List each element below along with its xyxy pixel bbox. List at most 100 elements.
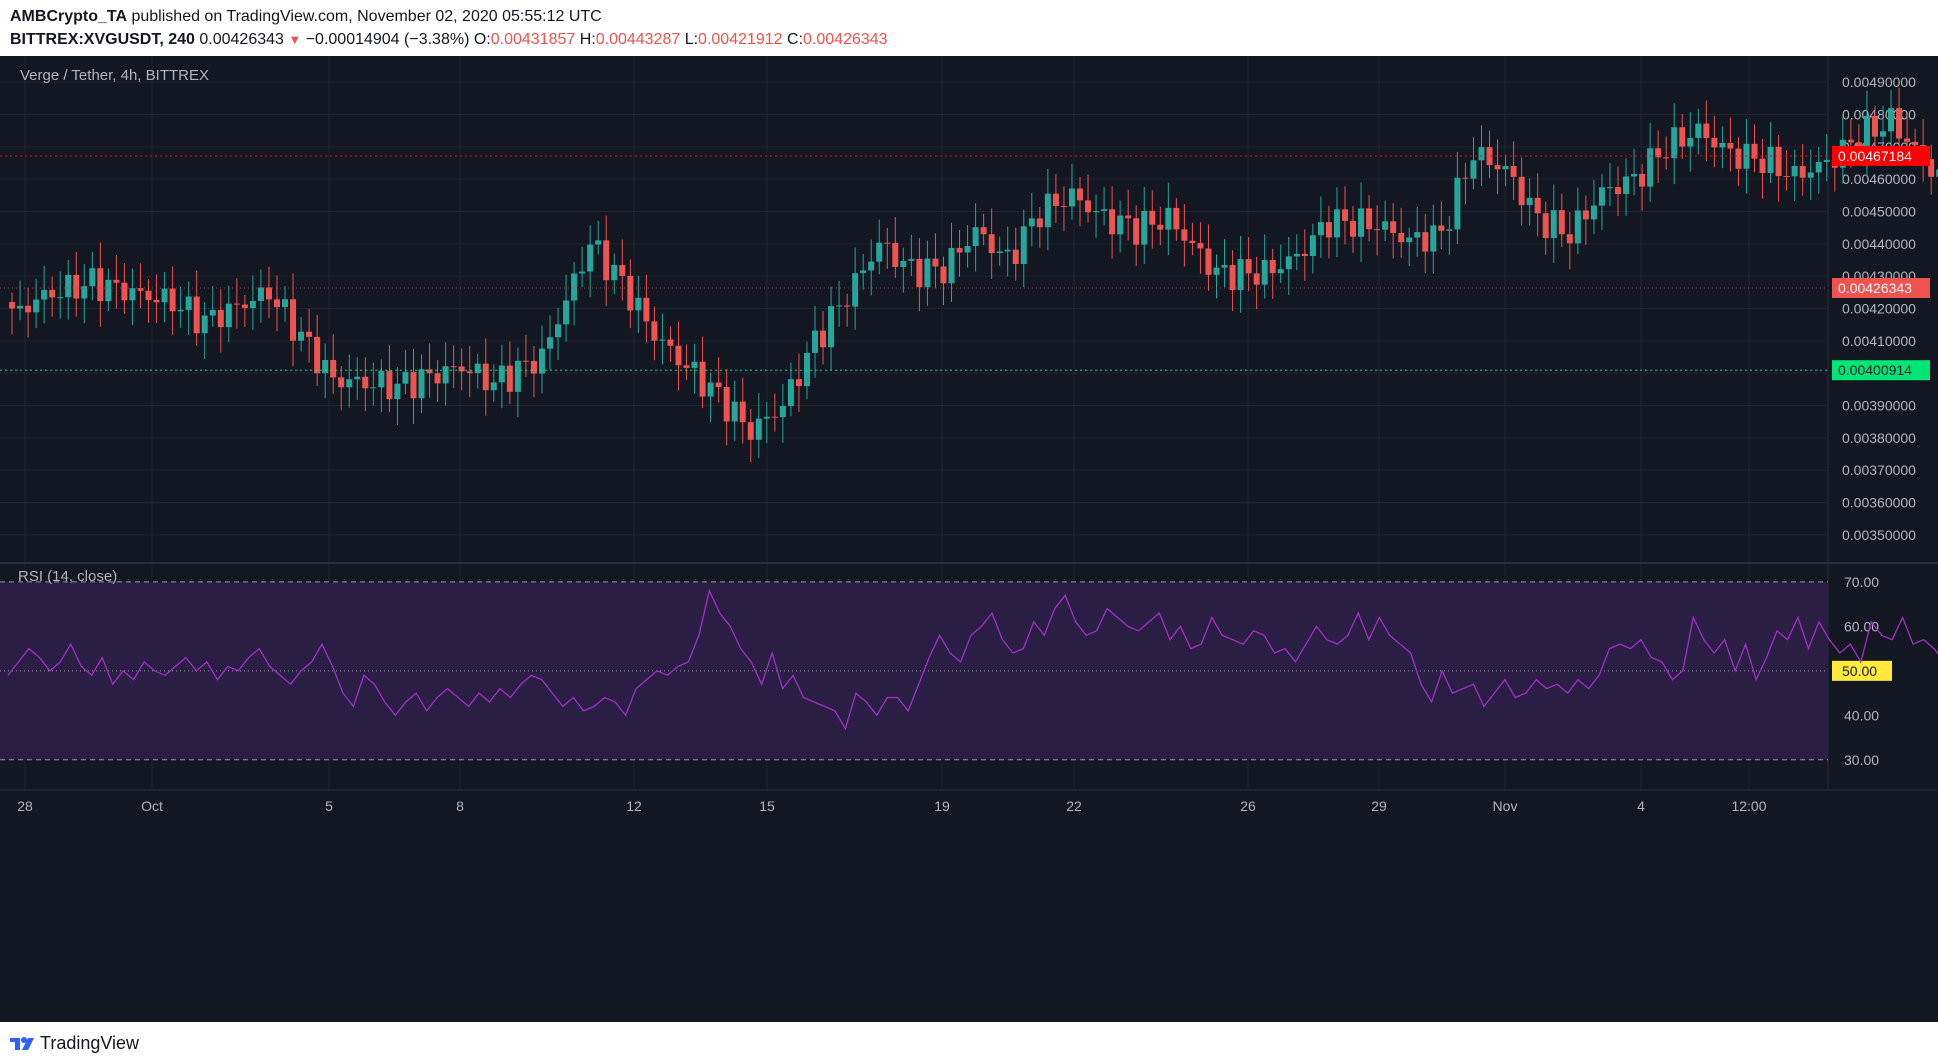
rsi-pane-title: RSI (14, close): [18, 568, 117, 585]
candle-body: [193, 296, 200, 334]
price-tick-label: 0.00350000: [1842, 527, 1916, 543]
candle-body: [362, 376, 369, 389]
candle-body: [418, 369, 425, 399]
candle-body: [1028, 218, 1035, 227]
candle-body: [1542, 213, 1549, 239]
rsi-tick-label: 40.00: [1844, 707, 1879, 723]
price-tick-label: 0.00360000: [1842, 495, 1916, 511]
candle-body: [217, 310, 224, 328]
candle-body: [330, 359, 337, 378]
candle-body: [771, 416, 778, 418]
candle-body: [1004, 249, 1011, 252]
candle-body: [1671, 127, 1678, 159]
last-price-tag: [1832, 277, 1930, 298]
candle-body: [225, 303, 232, 328]
candle-body: [1245, 259, 1252, 274]
candle-body: [145, 290, 152, 301]
candle-body: [1374, 229, 1381, 231]
candle-body: [530, 360, 537, 374]
candle-body: [1470, 160, 1477, 179]
price-tick-label: 0.00440000: [1842, 236, 1916, 252]
candle-body: [683, 365, 690, 368]
price-tick-label: 0.00460000: [1842, 171, 1916, 187]
candle-body: [563, 300, 570, 325]
candle-body: [1285, 256, 1292, 270]
publisher-name[interactable]: AMBCrypto_TA: [10, 8, 128, 25]
chart-area[interactable]: 0.00350000 0.00360000 0.00370000 0.00380000…: [0, 56, 1938, 1022]
candle-body: [1101, 209, 1108, 212]
candle-body: [812, 330, 818, 353]
candle-body: [611, 265, 618, 281]
rsi-tick-label: 30.00: [1844, 752, 1879, 768]
time-tick-label: 29: [1371, 798, 1387, 814]
candle-body: [33, 299, 40, 313]
candle-body: [988, 234, 995, 254]
price-tick-label: 0.00380000: [1842, 430, 1916, 446]
candle-body: [1759, 158, 1766, 173]
candle-body: [426, 369, 433, 374]
candle-body: [1655, 148, 1662, 158]
candle-body: [1317, 222, 1324, 236]
candle-body: [1679, 127, 1686, 147]
ohlc-legend: BITTREX:XVGUSDT, 240 0.00426343 ▼ −0.000…: [10, 31, 888, 49]
candle-body: [1703, 123, 1710, 138]
candle-body: [940, 266, 947, 284]
candle-body: [667, 339, 674, 346]
candle-body: [587, 244, 594, 272]
candle-body: [1052, 193, 1059, 206]
close-label: C:: [787, 31, 804, 48]
candle-body: [1293, 253, 1300, 257]
candle-body: [65, 274, 72, 298]
candle-body: [643, 297, 650, 322]
candle-body: [1173, 207, 1180, 230]
candle-body: [1735, 148, 1742, 169]
candle-body: [386, 370, 393, 400]
candle-body: [787, 379, 794, 407]
tradingview-logo-icon[interactable]: [8, 1034, 36, 1052]
candle-body: [378, 370, 385, 388]
candle-body: [1269, 259, 1276, 274]
candle-body: [1904, 138, 1911, 142]
candle-body: [627, 275, 634, 311]
candle-body: [1606, 187, 1613, 189]
price-tick-label: 0.00410000: [1842, 333, 1916, 349]
candle-body: [81, 286, 88, 299]
candle-body: [442, 366, 449, 384]
chart-footer: TradingView: [0, 1022, 1938, 1063]
last-price: 0.00426343: [199, 31, 284, 48]
candle-body: [482, 363, 489, 391]
candle-body: [844, 305, 851, 307]
candle-body: [1598, 187, 1605, 206]
candle-body: [161, 288, 168, 303]
candle-body: [241, 304, 248, 309]
candle-body: [177, 309, 184, 312]
symbol-label[interactable]: BITTREX:XVGUSDT, 240: [10, 31, 195, 48]
candle-body: [1438, 225, 1445, 231]
price-tick-label: 0.00390000: [1842, 398, 1916, 414]
tradingview-brand[interactable]: TradingView: [40, 1033, 140, 1053]
candle-body: [980, 227, 987, 235]
candle-body: [1727, 142, 1734, 149]
candle-body: [1590, 205, 1597, 220]
candle-body: [1823, 159, 1830, 162]
price-pane-title: Verge / Tether, 4h, BITTREX: [20, 67, 209, 84]
candle-body: [1261, 259, 1268, 285]
candle-body: [257, 287, 264, 301]
candle-body: [1237, 259, 1244, 291]
candle-body: [1165, 207, 1172, 230]
candle-body: [1149, 210, 1156, 225]
candle-body: [298, 331, 305, 341]
candle-body: [185, 296, 192, 310]
candle-body: [265, 287, 272, 300]
candle-body: [322, 359, 329, 374]
rsi-tick-label: 70.00: [1844, 574, 1879, 590]
candle-body: [1109, 209, 1116, 235]
candle-body: [908, 258, 915, 261]
time-tick-label: 15: [759, 798, 775, 814]
candle-body: [282, 299, 289, 308]
candle-body: [1815, 161, 1822, 173]
candle-body: [1133, 218, 1140, 245]
candle-body: [201, 315, 208, 334]
candle-body: [1847, 139, 1854, 143]
candle-body: [1390, 221, 1397, 234]
